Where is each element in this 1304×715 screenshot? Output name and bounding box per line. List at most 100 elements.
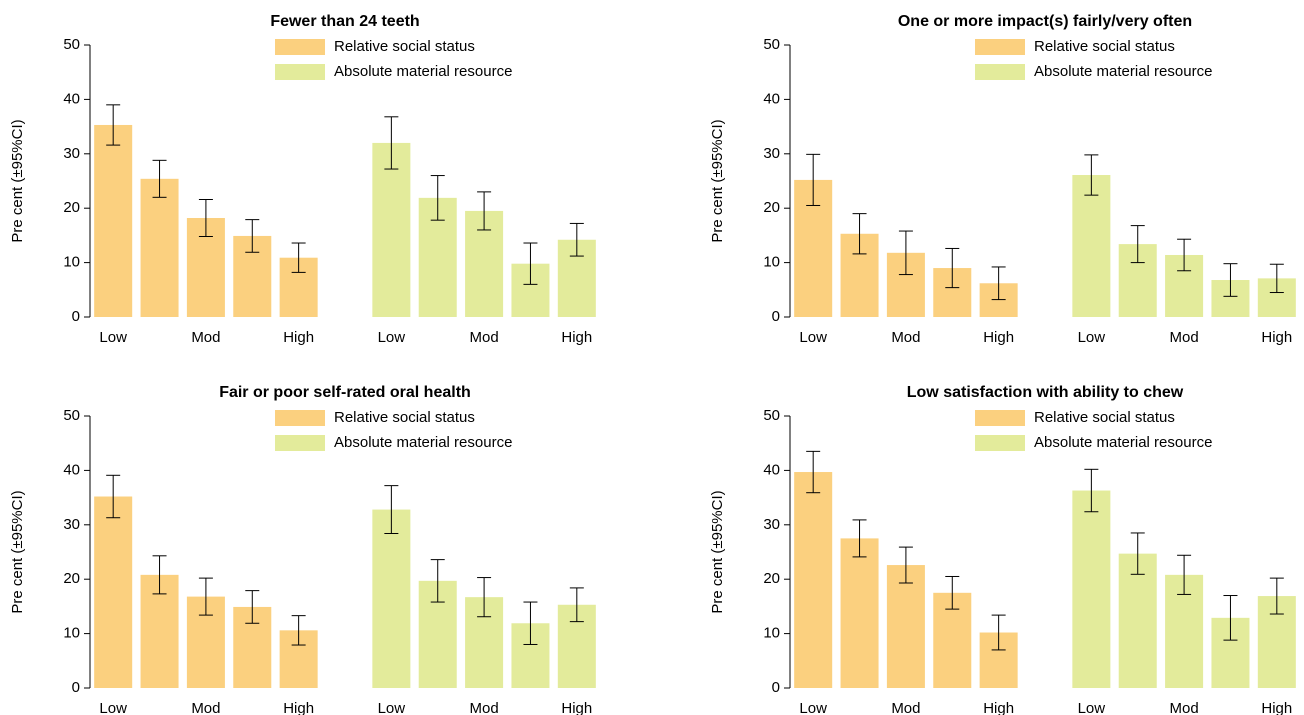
x-tick-label: Low: [799, 700, 827, 715]
error-bar: [1177, 554, 1192, 595]
legend-label: Relative social status: [1034, 38, 1175, 55]
x-tick-label: Mod: [191, 700, 220, 715]
legend-item: Absolute material resource: [275, 434, 512, 451]
legend-label: Relative social status: [334, 409, 475, 426]
y-tick-label: 0: [772, 308, 780, 325]
chart-title: Low satisfaction with ability to chew: [907, 384, 1184, 401]
legend-label: Absolute material resource: [334, 434, 512, 451]
error-bar: [106, 104, 121, 146]
error-bar: [1084, 154, 1099, 196]
y-tick-label: 0: [72, 679, 80, 696]
legend-swatch: [975, 64, 1025, 80]
error-bar: [152, 555, 167, 595]
x-tick-label: Low: [1078, 329, 1106, 346]
error-bar: [245, 219, 260, 253]
error-bar: [1269, 577, 1284, 615]
bar: [1072, 175, 1111, 317]
error-bar: [898, 230, 913, 276]
x-tick-label: Mod: [1169, 700, 1198, 715]
error-bar: [991, 614, 1006, 651]
y-tick-label: 40: [763, 90, 780, 107]
error-bar: [384, 116, 399, 170]
legend-swatch: [275, 64, 325, 80]
x-tick-label: High: [283, 700, 314, 715]
y-tick-label: 0: [772, 679, 780, 696]
legend-item: Absolute material resource: [975, 63, 1212, 80]
chart-title: One or more impact(s) fairly/very often: [898, 13, 1192, 30]
error-bar: [430, 175, 445, 221]
y-tick-label: 0: [72, 308, 80, 325]
legend-swatch: [975, 410, 1025, 426]
x-tick-label: High: [1261, 700, 1292, 715]
chart-title: Fewer than 24 teeth: [270, 13, 419, 30]
error-bar: [1223, 263, 1238, 297]
x-tick-label: High: [1261, 329, 1292, 346]
y-axis-label: Pre cent (±95%CI): [9, 119, 26, 242]
error-bar: [1177, 238, 1192, 272]
bar: [140, 178, 179, 317]
y-axis-label: Pre cent (±95%CI): [709, 119, 726, 242]
x-tick-label: Mod: [891, 700, 920, 715]
y-tick-label: 50: [63, 36, 80, 53]
x-tick-label: High: [561, 700, 592, 715]
bar: [886, 565, 925, 688]
y-tick-label: 20: [763, 570, 780, 587]
error-bar: [523, 242, 538, 285]
y-tick-label: 30: [63, 516, 80, 533]
legend-swatch: [275, 39, 325, 55]
y-tick-label: 10: [63, 625, 80, 642]
bar: [1118, 553, 1157, 688]
x-tick-label: Mod: [1169, 329, 1198, 346]
x-tick-label: High: [983, 700, 1014, 715]
y-tick-label: 30: [763, 516, 780, 533]
error-bar: [806, 153, 821, 206]
x-tick-label: Mod: [191, 329, 220, 346]
y-tick-label: 30: [63, 145, 80, 162]
subplot: 0 10 20 30 40 50 Pre cent (±95%CI) Low Mod High Lo…: [709, 13, 1296, 346]
legend-item: Absolute material resource: [975, 434, 1212, 451]
error-bar: [945, 247, 960, 289]
x-tick-label: High: [561, 329, 592, 346]
error-bar: [852, 519, 867, 558]
legend-swatch: [975, 435, 1025, 451]
error-bar: [245, 590, 260, 624]
error-bar: [152, 159, 167, 198]
bar: [1072, 490, 1111, 688]
legend-item: Relative social status: [275, 409, 475, 426]
error-bar: [430, 559, 445, 603]
y-tick-label: 50: [763, 36, 780, 53]
y-tick-label: 20: [763, 199, 780, 216]
y-tick-label: 40: [63, 90, 80, 107]
error-bar: [1223, 595, 1238, 641]
x-tick-label: Low: [378, 700, 406, 715]
error-bar: [1269, 263, 1284, 294]
bar: [94, 496, 133, 688]
error-bar: [198, 198, 213, 237]
y-tick-label: 20: [63, 570, 80, 587]
y-tick-label: 40: [763, 461, 780, 478]
bar: [94, 124, 133, 317]
error-bar: [852, 213, 867, 255]
y-tick-label: 50: [763, 407, 780, 424]
error-bar: [477, 577, 492, 618]
error-bar: [945, 575, 960, 610]
error-bar: [1130, 532, 1145, 575]
x-tick-label: Low: [378, 329, 406, 346]
x-tick-label: Low: [1078, 700, 1106, 715]
x-tick-label: Low: [99, 329, 127, 346]
y-tick-label: 50: [63, 407, 80, 424]
legend-item: Absolute material resource: [275, 63, 512, 80]
error-bar: [898, 546, 913, 584]
legend-label: Absolute material resource: [334, 63, 512, 80]
subplot: 0 10 20 30 40 50 Pre cent (±95%CI) Low Mod High Lo…: [709, 384, 1296, 715]
bar: [372, 142, 411, 317]
error-bar: [384, 485, 399, 535]
y-tick-label: 10: [63, 254, 80, 271]
subplot: 0 10 20 30 40 50 Pre cent (±95%CI) Low Mod High Lo…: [9, 384, 596, 715]
legend-swatch: [275, 410, 325, 426]
x-tick-label: Low: [799, 329, 827, 346]
error-bar: [806, 450, 821, 494]
error-bar: [477, 191, 492, 231]
legend-swatch: [975, 39, 1025, 55]
